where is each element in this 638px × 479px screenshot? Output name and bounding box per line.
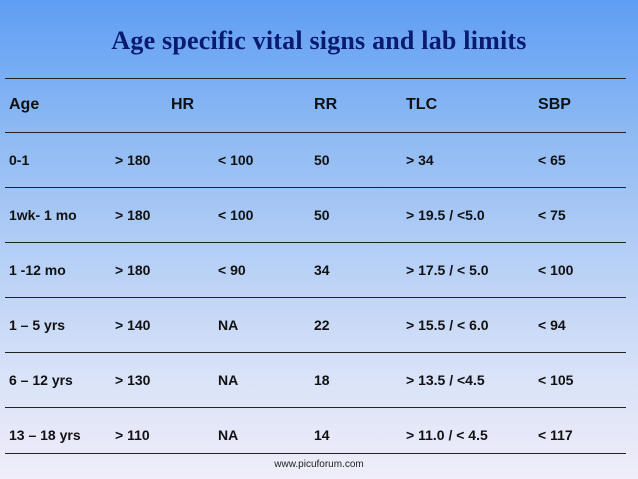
table-row: 1 – 5 yrs > 140 NA 22 > 15.5 / < 6.0 < 9… bbox=[5, 297, 627, 352]
cell-age: 1wk- 1 mo bbox=[9, 206, 77, 223]
header-tlc: TLC bbox=[406, 95, 438, 113]
cell-rr: 14 bbox=[314, 426, 330, 443]
cell-hr-high: > 180 bbox=[115, 206, 151, 223]
cell-hr-low: NA bbox=[218, 316, 239, 333]
table-row: 6 – 12 yrs > 130 NA 18 > 13.5 / <4.5 < 1… bbox=[5, 352, 627, 407]
cell-sbp: < 65 bbox=[538, 151, 566, 168]
cell-hr-high: > 110 bbox=[115, 426, 150, 443]
cell-hr-low: NA bbox=[218, 371, 239, 388]
table-row: 1wk- 1 mo > 180 < 100 50 > 19.5 / <5.0 <… bbox=[5, 187, 627, 242]
table-row: 0-1 > 180 < 100 50 > 34 < 65 bbox=[5, 132, 627, 187]
cell-rr: 22 bbox=[314, 316, 330, 333]
cell-age: 1 -12 mo bbox=[9, 261, 66, 278]
header-hr: HR bbox=[171, 95, 195, 113]
cell-hr-high: > 180 bbox=[115, 151, 151, 168]
cell-sbp: < 100 bbox=[538, 261, 574, 278]
cell-age: 1 – 5 yrs bbox=[9, 316, 66, 333]
cell-rr: 50 bbox=[314, 206, 330, 223]
vitals-table: Age HR RR TLC SBP 0-1 > 180 < 100 50 > 3… bbox=[5, 78, 627, 462]
cell-hr-high: > 140 bbox=[115, 316, 151, 333]
cell-tlc: > 11.0 / < 4.5 bbox=[406, 426, 488, 443]
cell-hr-high: > 130 bbox=[115, 371, 151, 388]
cell-age: 13 – 18 yrs bbox=[9, 426, 81, 443]
cell-tlc: > 17.5 / < 5.0 bbox=[406, 261, 489, 278]
cell-hr-high: > 180 bbox=[115, 261, 151, 278]
cell-rr: 50 bbox=[314, 151, 330, 168]
table-row: 13 – 18 yrs > 110 NA 14 > 11.0 / < 4.5 <… bbox=[5, 407, 627, 462]
vitals-table-container: Age HR RR TLC SBP 0-1 > 180 < 100 50 > 3… bbox=[5, 78, 627, 462]
cell-sbp: < 75 bbox=[538, 206, 566, 223]
cell-rr: 18 bbox=[314, 371, 330, 388]
header-age: Age bbox=[9, 95, 40, 113]
slide-title: Age specific vital signs and lab limits bbox=[111, 26, 527, 55]
cell-tlc: > 15.5 / < 6.0 bbox=[406, 316, 489, 333]
table-row: 1 -12 mo > 180 < 90 34 > 17.5 / < 5.0 < … bbox=[5, 242, 627, 297]
header-rr: RR bbox=[314, 95, 338, 113]
header-sbp: SBP bbox=[538, 95, 571, 113]
table-header-row: Age HR RR TLC SBP bbox=[5, 78, 626, 132]
cell-sbp: < 117 bbox=[538, 426, 573, 443]
cell-hr-low: < 100 bbox=[218, 151, 254, 168]
cell-tlc: > 34 bbox=[406, 151, 434, 168]
footer-url: www.picuforum.com bbox=[274, 459, 364, 470]
cell-tlc: > 13.5 / <4.5 bbox=[406, 371, 485, 388]
cell-hr-low: < 90 bbox=[218, 261, 246, 278]
cell-hr-low: < 100 bbox=[218, 206, 254, 223]
cell-rr: 34 bbox=[314, 261, 330, 278]
table-bottom-rule bbox=[5, 453, 626, 454]
cell-sbp: < 94 bbox=[538, 316, 566, 333]
cell-age: 6 – 12 yrs bbox=[9, 371, 73, 388]
cell-sbp: < 105 bbox=[538, 371, 574, 388]
cell-hr-low: NA bbox=[218, 426, 239, 443]
cell-age: 0-1 bbox=[9, 151, 30, 168]
cell-tlc: > 19.5 / <5.0 bbox=[406, 206, 485, 223]
table-top-rule bbox=[5, 78, 626, 79]
